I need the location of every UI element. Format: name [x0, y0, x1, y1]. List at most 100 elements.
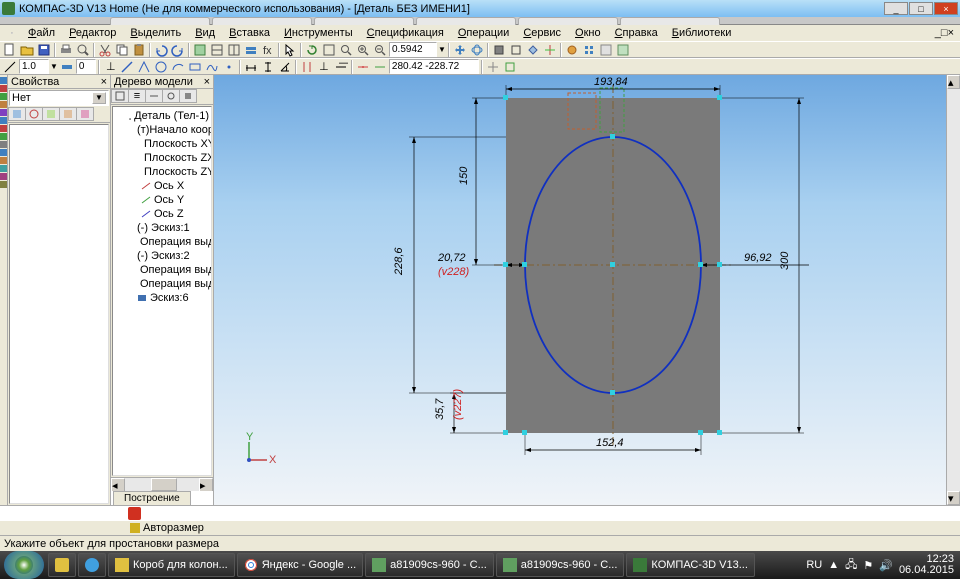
taskbar-item[interactable]: a81909cs-960 - C... — [496, 553, 625, 577]
zoom-fit-button[interactable] — [338, 42, 354, 58]
props-tab[interactable] — [59, 107, 77, 121]
rotate-button[interactable] — [469, 42, 485, 58]
tb-btn[interactable] — [2, 59, 18, 75]
autosize-label[interactable]: Авторазмер — [143, 522, 204, 534]
copy-button[interactable] — [114, 42, 130, 58]
menu-insert[interactable]: Вставка — [223, 26, 276, 40]
refresh-button[interactable] — [304, 42, 320, 58]
taskbar-item[interactable]: Короб для колон... — [108, 553, 235, 577]
menu-edit[interactable]: Редактор — [63, 26, 122, 40]
tree-op-1[interactable]: Операция выдавливания:1 — [115, 235, 209, 249]
tb-btn[interactable] — [243, 42, 259, 58]
open-button[interactable] — [19, 42, 35, 58]
vtool[interactable] — [0, 149, 7, 156]
tree-axis-y[interactable]: Ось Y — [115, 193, 209, 207]
line-button[interactable] — [119, 59, 135, 75]
tray-icon[interactable]: 🔊 — [879, 559, 893, 572]
close-button[interactable]: × — [934, 2, 958, 15]
tree-op-3[interactable]: Операция выдавливания:3 — [115, 263, 209, 277]
start-button[interactable] — [4, 551, 44, 579]
tree-axis-z[interactable]: Ось Z — [115, 207, 209, 221]
taskbar-item[interactable] — [78, 553, 106, 577]
menu-libs[interactable]: Библиотеки — [666, 26, 738, 40]
layer-field[interactable]: 0 — [76, 59, 96, 74]
vtool[interactable] — [0, 93, 7, 100]
tree-plane-xy[interactable]: Плоскость XY — [115, 137, 209, 151]
system-tray[interactable]: RU ▲ 🖧 ⚑ 🔊 12:2306.04.2015 — [806, 554, 960, 576]
tree-tab-build[interactable]: Построение — [113, 491, 191, 505]
vtool[interactable] — [0, 181, 7, 188]
zoom-out-button[interactable] — [372, 42, 388, 58]
tree-tab[interactable] — [162, 89, 180, 103]
props-tab[interactable] — [25, 107, 43, 121]
props-tab[interactable] — [76, 107, 94, 121]
taskbar-item[interactable]: Яндекс - Google ... — [237, 553, 363, 577]
tb-btn[interactable]: fx — [260, 42, 276, 58]
tree-origin[interactable]: (т)Начало координат — [115, 123, 209, 137]
vtool[interactable] — [0, 85, 7, 92]
tb-btn[interactable] — [299, 59, 315, 75]
new-button[interactable] — [2, 42, 18, 58]
clock[interactable]: 12:2306.04.2015 — [899, 554, 954, 576]
vtool[interactable] — [0, 125, 7, 132]
tree-tab[interactable] — [111, 89, 129, 103]
vtool[interactable] — [0, 109, 7, 116]
menu-help[interactable]: Справка — [609, 26, 664, 40]
dim-v-button[interactable] — [260, 59, 276, 75]
preview-button[interactable] — [75, 42, 91, 58]
tray-icon[interactable]: ▲ — [828, 559, 839, 571]
tray-icon[interactable]: ⚑ — [863, 559, 873, 572]
props-close-button[interactable]: × — [101, 76, 107, 88]
tb-btn[interactable] — [491, 42, 507, 58]
tb-btn[interactable] — [59, 59, 75, 75]
dim-h-button[interactable] — [243, 59, 259, 75]
tb-btn[interactable] — [192, 42, 208, 58]
vtool[interactable] — [0, 101, 7, 108]
redo-button[interactable] — [170, 42, 186, 58]
tb-btn[interactable] — [136, 59, 152, 75]
menu-spec[interactable]: Спецификация — [361, 26, 450, 40]
vtool[interactable] — [0, 117, 7, 124]
tb-btn[interactable] — [226, 42, 242, 58]
maximize-button[interactable]: □ — [909, 2, 933, 15]
tb-btn[interactable] — [525, 42, 541, 58]
vtool[interactable] — [0, 141, 7, 148]
paste-button[interactable] — [131, 42, 147, 58]
tb-btn[interactable] — [355, 59, 371, 75]
props-combo[interactable]: Нет ▼ — [9, 90, 109, 106]
tb-btn[interactable]: ⊥ — [316, 59, 332, 75]
tb-btn[interactable]: — — [333, 59, 349, 75]
tb-btn[interactable] — [615, 42, 631, 58]
rect-button[interactable] — [187, 59, 203, 75]
menu-tools[interactable]: Инструменты — [278, 26, 359, 40]
lang-indicator[interactable]: RU — [806, 559, 822, 571]
sketch-canvas[interactable]: 193,84 300 228,6 150 20,72 (v228) — [214, 75, 946, 505]
zoom-field[interactable]: 0.5942 — [389, 42, 437, 57]
minimize-button[interactable]: _ — [884, 2, 908, 15]
point-button[interactable] — [221, 59, 237, 75]
props-tab[interactable] — [42, 107, 60, 121]
vtool[interactable] — [0, 173, 7, 180]
tree-sketch-6[interactable]: Эскиз:6 — [115, 291, 209, 305]
tb-btn[interactable] — [372, 59, 388, 75]
dim-ang-button[interactable] — [277, 59, 293, 75]
coords-field[interactable]: 280.42 -228.72 — [389, 59, 479, 74]
menu-window[interactable]: Окно — [569, 26, 607, 40]
menu-service[interactable]: Сервис — [517, 26, 567, 40]
taskbar-item[interactable] — [48, 553, 76, 577]
menu-view[interactable]: Вид — [189, 26, 221, 40]
mdi-close-button[interactable]: × — [948, 27, 954, 39]
taskbar-item[interactable]: КОМПАС-3D V13... — [626, 553, 754, 577]
vscrollbar[interactable]: ▴▾ — [946, 75, 960, 505]
spline-button[interactable] — [204, 59, 220, 75]
tree-tab[interactable]: ≡ — [128, 89, 146, 103]
tray-icon[interactable]: 🖧 — [845, 556, 857, 575]
cut-button[interactable] — [97, 42, 113, 58]
arc-button[interactable] — [170, 59, 186, 75]
tb-btn[interactable] — [508, 42, 524, 58]
tree-tab[interactable] — [179, 89, 197, 103]
save-button[interactable] — [36, 42, 52, 58]
cursor-button[interactable] — [282, 42, 298, 58]
menu-ops[interactable]: Операции — [452, 26, 515, 40]
tree-hscroll[interactable]: ◂▸ — [111, 477, 213, 491]
